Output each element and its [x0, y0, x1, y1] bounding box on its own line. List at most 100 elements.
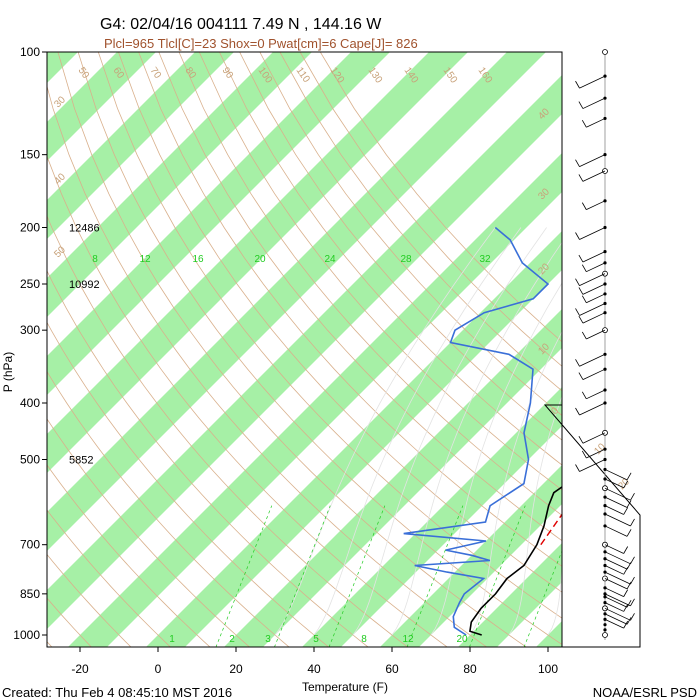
wind-barb-feather	[630, 613, 635, 621]
wind-barb-feather	[623, 507, 629, 515]
wind-barb-feather	[630, 518, 635, 527]
wind-barb	[604, 469, 628, 481]
wind-barb-feather	[626, 529, 632, 537]
dry-adiabat	[219, 52, 562, 466]
moist-adiabat	[547, 562, 562, 636]
wind-panel-outline	[543, 52, 641, 648]
wind-barb-feather	[630, 556, 635, 565]
dry-adiabat	[319, 52, 562, 343]
wind-barb	[604, 587, 624, 597]
wind-barb	[604, 593, 631, 607]
wind-barb-feather	[578, 315, 584, 324]
dry-adiabat	[47, 155, 448, 647]
dry-adiabat	[47, 464, 211, 647]
wind-station-dot	[602, 49, 608, 55]
wind-barb-feather	[575, 80, 580, 89]
mixing-ratio-label: 32	[479, 254, 491, 265]
wind-barb	[604, 596, 628, 608]
dry-adiabat	[47, 269, 369, 647]
mixing-ratio-label: 20	[254, 254, 266, 265]
wind-barb-feather	[578, 287, 584, 295]
dry-adiabat	[47, 84, 488, 647]
mixing-ratio-label: 16	[192, 254, 204, 265]
temperature-band	[614, 52, 700, 647]
mixing-ratio-label: 12	[139, 254, 151, 265]
wind-barb	[579, 273, 606, 287]
adiabat-lines	[0, 52, 562, 647]
wind-barb-feather	[581, 450, 587, 459]
wind-barb-feather	[578, 254, 584, 263]
temperature-band	[47, 52, 234, 239]
temperature-band	[145, 230, 562, 647]
wind-barb-feather	[581, 295, 587, 303]
mixing-ratio-line	[406, 505, 464, 647]
credit-label: NOAA/ESRL PSD	[593, 685, 697, 700]
y-tick-label: 300	[20, 323, 40, 337]
wind-barb	[604, 618, 624, 629]
wind-barb	[579, 154, 606, 168]
mixing-ratio-line	[523, 549, 562, 647]
x-tick-label: 40	[307, 662, 321, 676]
mixing-ratio-line	[274, 505, 331, 647]
wind-barb	[582, 251, 606, 263]
y-tick-label: 1000	[13, 628, 40, 642]
y-tick-label: 100	[20, 45, 40, 59]
temperature-band	[67, 152, 562, 647]
moist-adiabat	[430, 282, 562, 636]
x-tick-label: 60	[385, 662, 399, 676]
moist-adiabat	[469, 330, 562, 636]
y-tick-label: 150	[20, 148, 40, 162]
mixing-ratio-label: 24	[324, 254, 336, 265]
wind-barb	[604, 571, 631, 585]
wind-barb-feather	[630, 492, 635, 501]
temperature-band	[47, 52, 468, 473]
wind-barb-feather	[575, 159, 580, 167]
wind-barb-feather	[578, 372, 584, 380]
wind-barb	[604, 525, 628, 537]
dry-adiabat	[47, 214, 409, 647]
wind-barb	[579, 402, 606, 416]
y-axis-label: P (hPa)	[1, 352, 15, 392]
mixing-ratio-bottom-label: 2	[229, 634, 235, 645]
dry-adiabat-label: 70	[148, 65, 164, 81]
wind-barb	[604, 613, 628, 625]
moist-adiabat	[313, 227, 522, 636]
moist-adiabat	[352, 227, 547, 636]
x-axis-label: Temperature (F)	[302, 680, 388, 694]
wind-barb-feather	[630, 576, 635, 585]
wind-barb	[604, 544, 624, 554]
wind-barb	[604, 607, 631, 621]
dry-adiabat	[0, 52, 13, 647]
x-tick-label: 20	[229, 662, 243, 676]
dry-adiabat	[47, 553, 132, 647]
wind-barb	[582, 170, 606, 182]
wind-barb	[586, 329, 606, 340]
temperature-band	[47, 52, 390, 395]
wind-barb-panel	[543, 49, 641, 648]
dry-adiabat	[279, 52, 562, 392]
wind-station-dot	[603, 623, 607, 627]
dry-adiabat	[259, 52, 562, 416]
dry-adiabat	[47, 370, 290, 647]
temperature-profile	[469, 485, 562, 636]
wind-barb-feather	[626, 500, 632, 508]
wind-barb	[604, 565, 624, 575]
mixing-ratio-bottom-label: 8	[361, 634, 367, 645]
wind-barb-feather	[626, 472, 632, 481]
wind-barb	[604, 551, 631, 565]
wind-barb-feather	[581, 331, 587, 340]
mixing-ratio-bottom-label: 1	[169, 634, 175, 645]
mixing-ratio-bottom-label: 12	[402, 634, 414, 645]
wind-barb-feather	[626, 600, 632, 608]
dewpoint-profile	[403, 226, 550, 636]
wind-barb	[604, 496, 628, 508]
dry-adiabat	[198, 52, 562, 491]
dry-adiabat	[47, 597, 92, 647]
mixing-ratio-line	[215, 505, 273, 647]
mixing-ratio-label: 28	[400, 254, 412, 265]
created-timestamp: Created: Thu Feb 4 08:45:10 MST 2016	[2, 685, 232, 700]
temperature-band	[457, 542, 562, 647]
wind-barb	[604, 478, 624, 489]
mixing-ratio-bottom-label: 3	[265, 634, 271, 645]
